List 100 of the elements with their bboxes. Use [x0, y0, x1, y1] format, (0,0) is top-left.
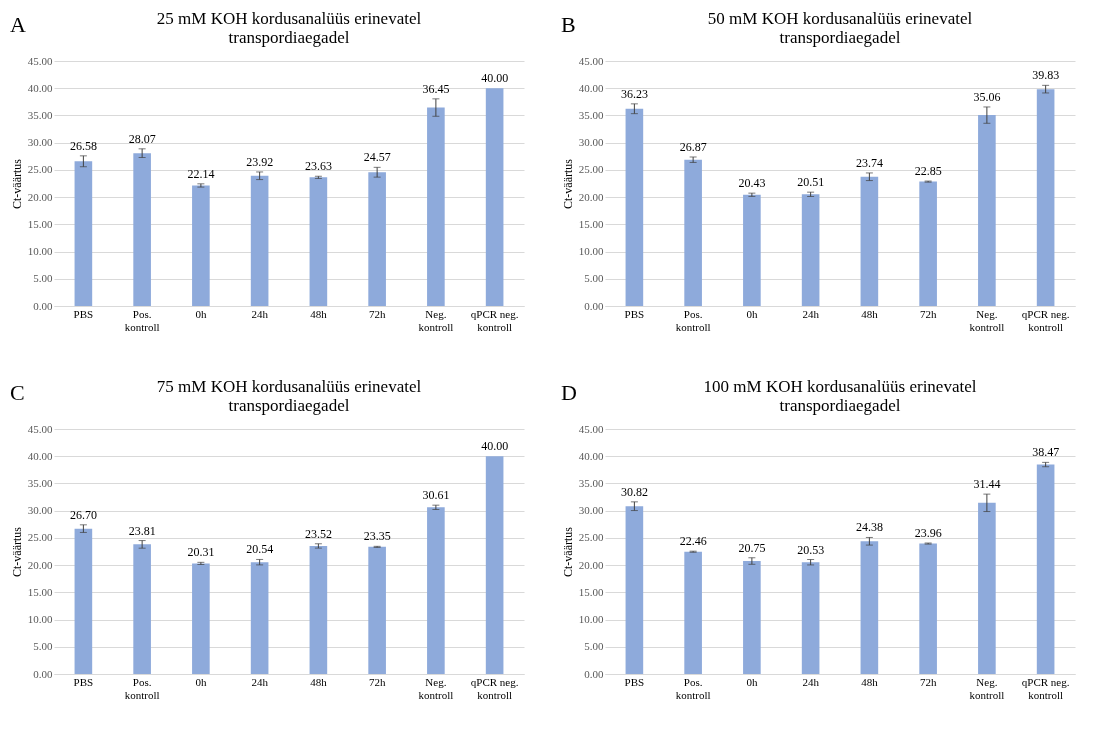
- bar: [309, 545, 328, 674]
- data-label: 40.00: [481, 439, 509, 454]
- y-tick-label: 15.00: [578, 585, 604, 598]
- y-axis-title: Ct-väärtus: [560, 526, 575, 577]
- data-label: 36.23: [620, 86, 648, 101]
- y-tick-label: 35.00: [27, 108, 53, 121]
- data-label: 23.35: [363, 529, 391, 544]
- chart-title: 25 mM KOH kordusanalüüs erinevatel transpordiaegadel: [156, 9, 422, 47]
- x-tick-label: Pos. kontroll: [675, 307, 711, 333]
- x-tick-label: Neg. kontroll: [418, 307, 454, 333]
- bar: [978, 115, 996, 306]
- bar: [801, 562, 820, 674]
- bar: [978, 502, 996, 674]
- y-tick-label: 25.00: [27, 531, 53, 544]
- y-tick-label: 20.00: [578, 190, 604, 203]
- y-axis-title: Ct-väärtus: [560, 158, 575, 209]
- bar: [625, 108, 644, 306]
- x-tick-label: qPCR neg. kontroll: [470, 307, 519, 333]
- chart-title: 50 mM KOH kordusanalüüs erinevatel transpordiaegadel: [707, 9, 973, 47]
- data-label: 26.87: [679, 139, 707, 154]
- bar: [427, 107, 445, 306]
- bar: [250, 562, 269, 674]
- x-tick-label: 24h: [802, 307, 820, 320]
- x-tick-label: 0h: [195, 307, 207, 320]
- y-tick-label: 5.00: [584, 640, 604, 653]
- x-tick-label: 48h: [861, 307, 879, 320]
- y-tick-label: 10.00: [27, 613, 53, 626]
- data-label: 26.58: [69, 138, 97, 153]
- bar: [801, 194, 820, 306]
- data-label: 23.63: [304, 159, 332, 174]
- data-label: 22.14: [187, 166, 215, 181]
- data-label: 20.53: [797, 542, 825, 557]
- y-tick-label: 30.00: [27, 504, 53, 517]
- y-tick-label: 20.00: [27, 558, 53, 571]
- bar: [485, 456, 504, 674]
- data-label: 22.46: [679, 534, 707, 549]
- y-tick-label: 10.00: [578, 613, 604, 626]
- y-tick-label: 25.00: [578, 531, 604, 544]
- data-label: 24.57: [363, 150, 391, 165]
- y-tick-label: 15.00: [27, 585, 53, 598]
- bar: [250, 175, 269, 306]
- data-label: 38.47: [1032, 445, 1060, 460]
- y-tick-label: 30.00: [578, 504, 604, 517]
- y-tick-label: 45.00: [27, 422, 53, 435]
- data-label: 24.38: [855, 520, 883, 535]
- bar: [1036, 89, 1055, 306]
- y-tick-label: 35.00: [578, 476, 604, 489]
- x-tick-label: 24h: [251, 307, 269, 320]
- x-tick-label: 72h: [919, 307, 937, 320]
- y-tick-label: 40.00: [27, 449, 53, 462]
- bar: [192, 185, 210, 306]
- bar: [368, 172, 386, 306]
- x-tick-label: 0h: [746, 307, 758, 320]
- x-tick-label: Neg. kontroll: [969, 307, 1005, 333]
- data-label: 23.81: [128, 523, 156, 538]
- y-tick-label: 25.00: [27, 163, 53, 176]
- data-label: 23.52: [304, 526, 332, 541]
- y-tick-label: 15.00: [27, 217, 53, 230]
- y-axis-title: Ct-väärtus: [9, 526, 24, 577]
- bar: [919, 181, 937, 306]
- x-tick-label: PBS: [73, 307, 94, 320]
- x-tick-label: 24h: [802, 675, 820, 688]
- y-tick-label: 25.00: [578, 163, 604, 176]
- data-label: 30.82: [620, 484, 648, 499]
- x-tick-label: 48h: [310, 307, 328, 320]
- x-tick-label: 72h: [368, 675, 386, 688]
- bar: [74, 528, 93, 674]
- data-label: 28.07: [128, 131, 156, 146]
- y-axis-title: Ct-väärtus: [9, 158, 24, 209]
- y-tick-label: 5.00: [33, 272, 53, 285]
- y-tick-label: 10.00: [578, 245, 604, 258]
- bar: [684, 551, 702, 674]
- bar: [133, 153, 151, 306]
- data-label: 26.70: [69, 507, 97, 522]
- y-tick-label: 20.00: [578, 558, 604, 571]
- y-tick-label: 5.00: [584, 272, 604, 285]
- x-tick-label: Neg. kontroll: [418, 675, 454, 701]
- data-label: 31.44: [973, 477, 1001, 492]
- x-tick-label: 0h: [195, 675, 207, 688]
- y-tick-label: 45.00: [578, 422, 604, 435]
- text: A: [10, 12, 26, 38]
- bar: [860, 176, 879, 306]
- bar: [860, 541, 879, 674]
- bar: [368, 546, 386, 674]
- x-tick-label: Pos. kontroll: [124, 675, 160, 701]
- chart-title: 100 mM KOH kordusanalüüs erinevatel transpordiaegadel: [703, 377, 977, 415]
- y-tick-label: 40.00: [27, 81, 53, 94]
- x-tick-label: Neg. kontroll: [969, 675, 1005, 701]
- bar: [309, 177, 328, 306]
- text: B: [561, 12, 576, 38]
- y-tick-label: 35.00: [27, 476, 53, 489]
- y-tick-label: 0.00: [33, 299, 53, 312]
- y-tick-label: 45.00: [578, 54, 604, 67]
- text: D: [561, 380, 577, 406]
- y-tick-label: 0.00: [584, 299, 604, 312]
- data-label: 20.43: [738, 176, 766, 191]
- y-tick-label: 40.00: [578, 449, 604, 462]
- bar: [74, 161, 93, 306]
- y-tick-label: 0.00: [584, 667, 604, 680]
- data-label: 23.74: [855, 155, 883, 170]
